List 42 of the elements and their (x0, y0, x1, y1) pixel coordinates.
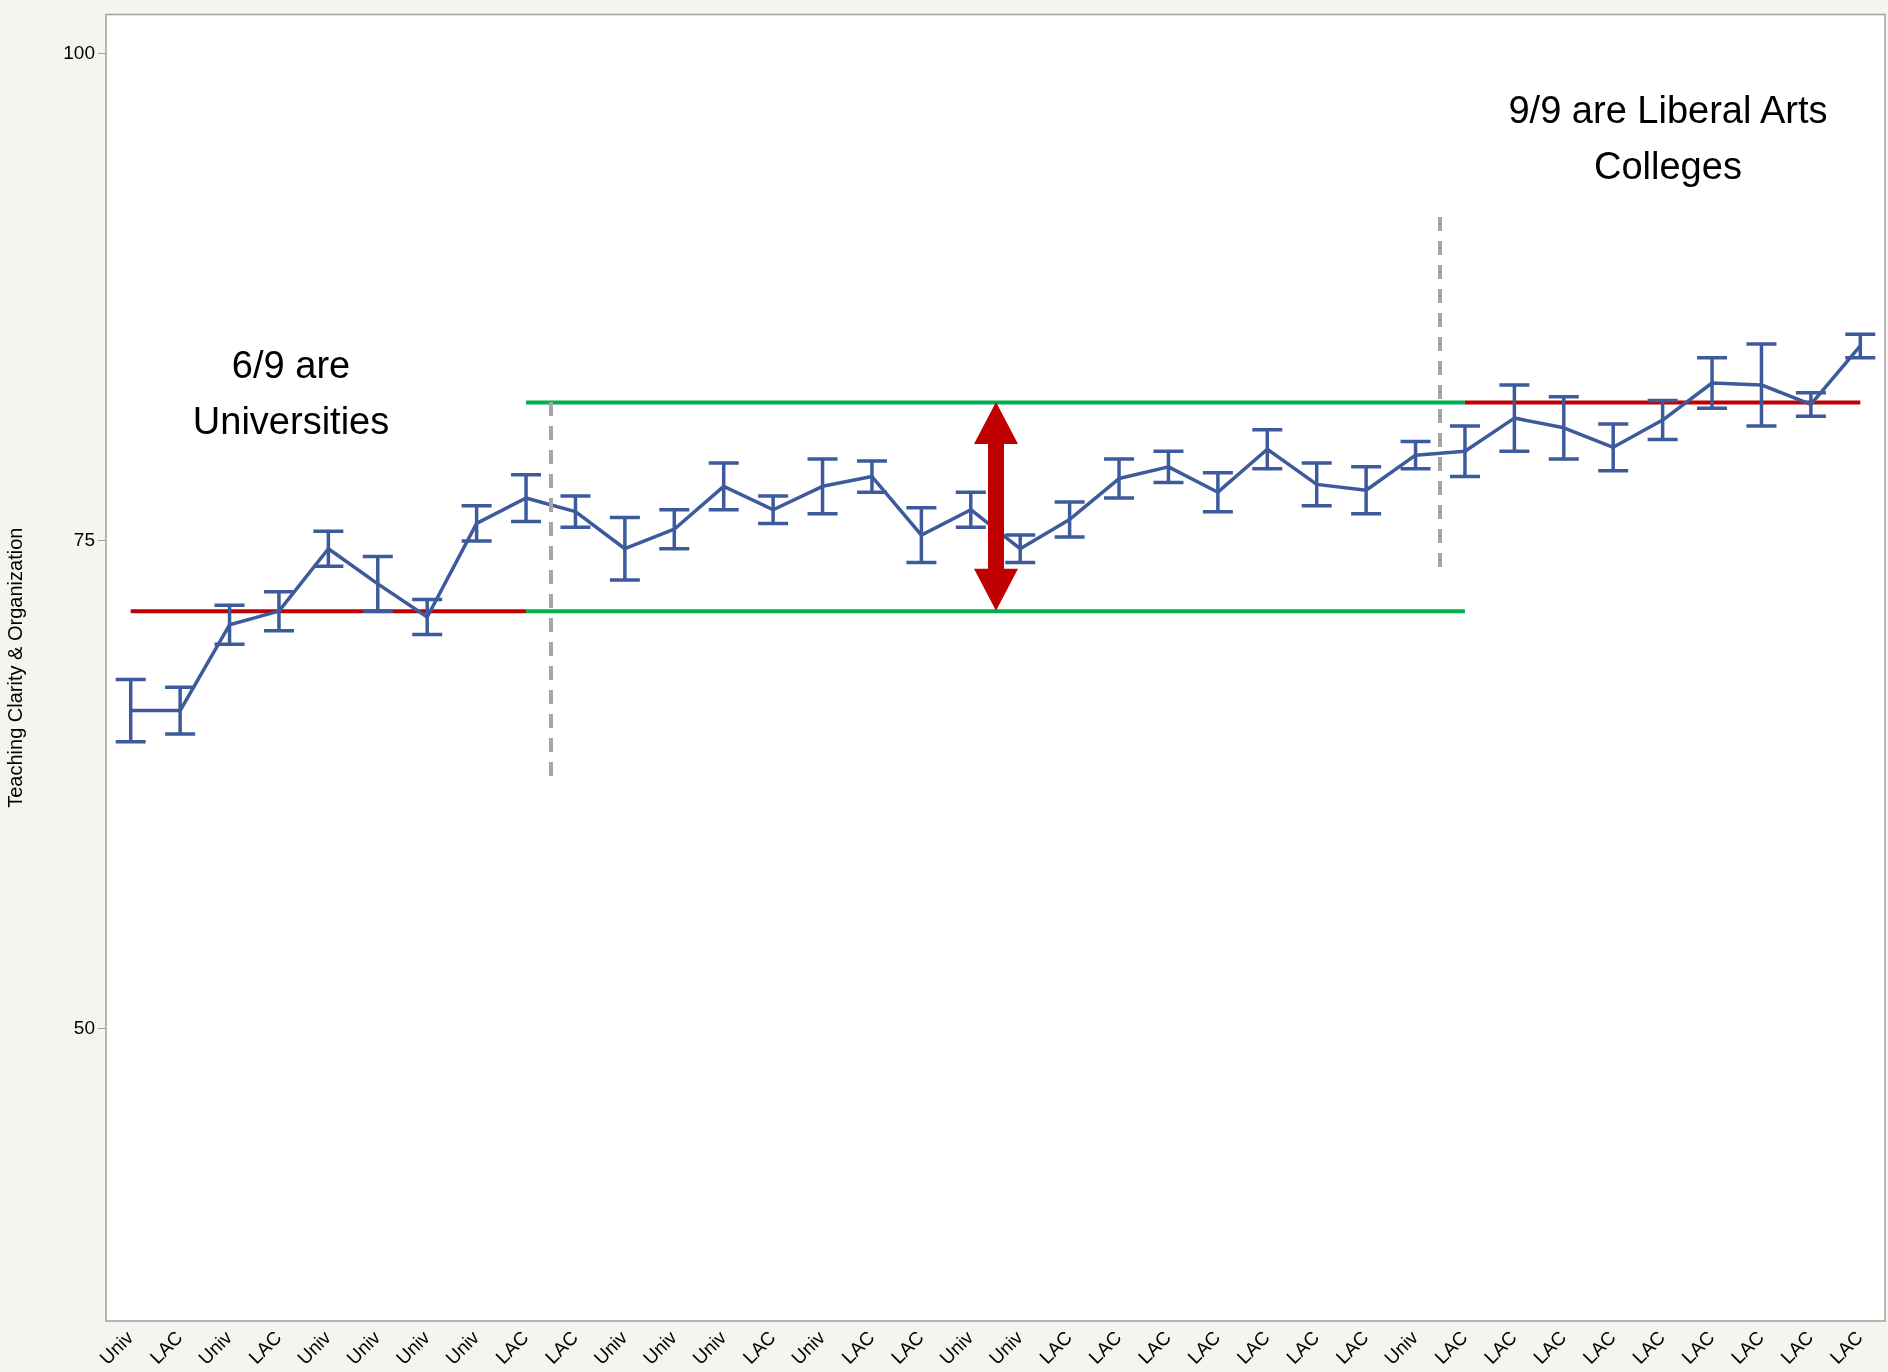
annotation: 6/9 are Universities (192, 343, 390, 442)
x-tick-label: LAC (1232, 1326, 1274, 1368)
x-tick-label: Univ (589, 1326, 632, 1369)
x-tick-label: Univ (441, 1326, 484, 1369)
x-tick-label: LAC (1727, 1326, 1768, 1368)
x-tick-label: Univ (985, 1326, 1028, 1369)
x-tick-label: LAC (145, 1326, 187, 1368)
y-axis-title: Teaching Clarity & Organization (3, 527, 26, 808)
x-tick-label: Univ (95, 1326, 138, 1369)
x-tick-label: LAC (1628, 1326, 1670, 1368)
x-tick-label: LAC (1331, 1326, 1373, 1368)
x-tick-label: LAC (1677, 1326, 1719, 1368)
x-tick-label: LAC (1529, 1326, 1571, 1368)
annotation: 9/9 are Liberal Arts Colleges (1508, 88, 1828, 187)
x-tick-label: Univ (688, 1326, 731, 1369)
x-tick-label: LAC (1776, 1326, 1818, 1368)
y-tick-label: 75 (73, 529, 95, 551)
x-tick-label: Univ (639, 1326, 682, 1369)
x-tick-label: LAC (1084, 1326, 1126, 1368)
x-tick-label: LAC (1825, 1326, 1867, 1368)
x-tick-label: LAC (1282, 1326, 1324, 1368)
x-tick-label: LAC (1578, 1326, 1620, 1368)
y-tick-label: 50 (73, 1016, 95, 1038)
x-tick-label: LAC (886, 1326, 928, 1368)
x-tick-label: Univ (935, 1326, 978, 1369)
x-tick-label: LAC (738, 1326, 780, 1368)
x-tick-label: Univ (293, 1326, 336, 1369)
y-tick-label: 100 (63, 41, 95, 63)
x-tick-label: Univ (392, 1326, 435, 1369)
x-tick-label: LAC (1035, 1326, 1077, 1368)
x-tick-label: Univ (194, 1326, 237, 1369)
x-tick-label: LAC (837, 1326, 879, 1368)
x-tick-label: LAC (1134, 1326, 1175, 1368)
x-tick-label: Univ (787, 1326, 830, 1369)
x-tick-label: LAC (541, 1326, 582, 1368)
x-tick-label: LAC (244, 1326, 286, 1368)
x-tick-label: LAC (1479, 1326, 1521, 1368)
x-tick-label: LAC (1183, 1326, 1225, 1368)
x-tick-label: LAC (1430, 1326, 1472, 1368)
x-tick-label: Univ (1380, 1326, 1423, 1369)
x-tick-label: LAC (491, 1326, 533, 1368)
x-tick-label: Univ (342, 1326, 385, 1369)
